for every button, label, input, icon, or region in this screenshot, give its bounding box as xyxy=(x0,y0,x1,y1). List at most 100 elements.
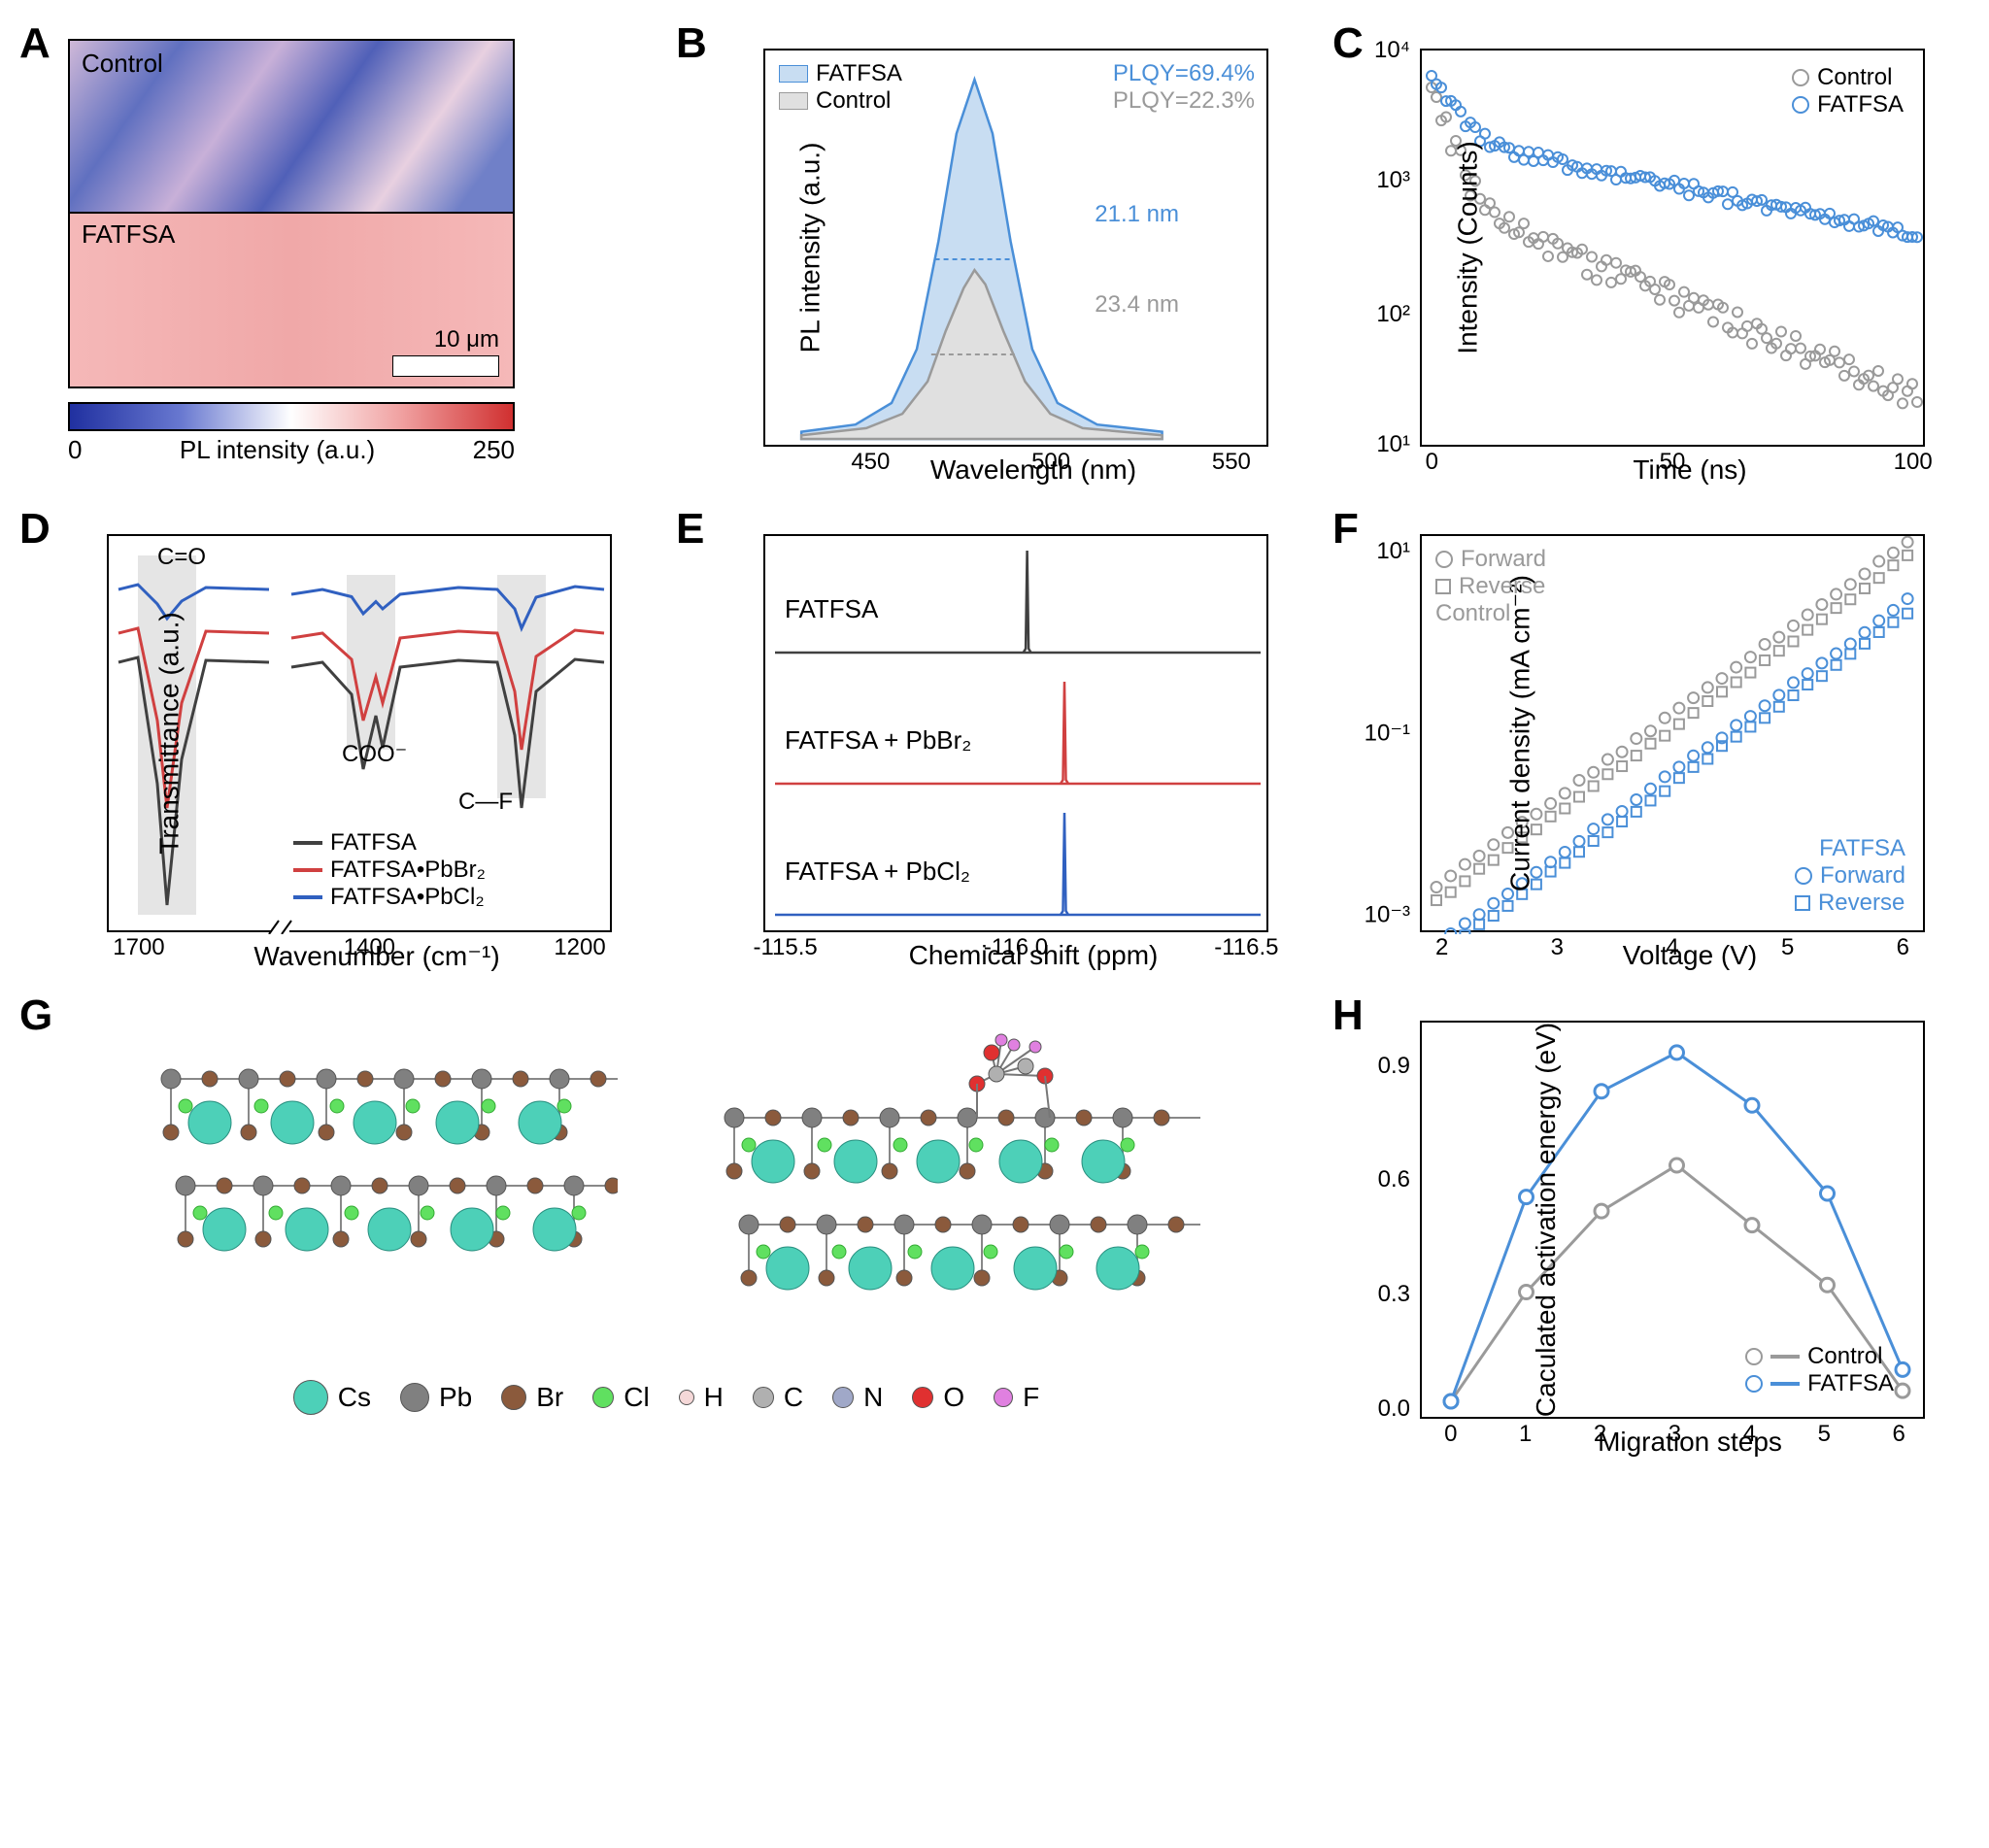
tick-e-3: -116.5 xyxy=(1214,934,1278,961)
trace-e-1: FATFSA xyxy=(785,594,878,624)
fwhm-control: 23.4 nm xyxy=(1095,291,1179,319)
panel-h: H Caculated activation energy (eV) Contr… xyxy=(1342,1001,1960,1458)
atom-c: C xyxy=(753,1380,803,1415)
tick-c-50: 50 xyxy=(1660,449,1686,476)
chart-c: Intensity (Counts) Control FATFSA 10¹ 10… xyxy=(1420,49,1925,447)
marker-h-f xyxy=(1745,1375,1763,1393)
tick-h-x4: 4 xyxy=(1743,1421,1756,1448)
scalebar-text: 10 μm xyxy=(392,326,499,353)
pl-intensity-map: Control FATFSA 10 μm xyxy=(68,39,515,388)
legend-b-control: Control xyxy=(816,87,891,115)
chart-f: Current density (mA cm⁻²) Forward Revers… xyxy=(1420,534,1925,932)
chart-c-xlabel: Time (ns) xyxy=(1420,454,1960,486)
tick-f-y3: 10¹ xyxy=(1376,538,1410,565)
crystal-structures xyxy=(29,1030,1303,1361)
legend-f-fr: Reverse xyxy=(1818,890,1905,917)
chart-h: Caculated activation energy (eV) Control… xyxy=(1420,1021,1925,1419)
legend-h: Control FATFSA xyxy=(1745,1343,1894,1397)
panel-e-label: E xyxy=(676,505,704,554)
panel-a: A Control FATFSA 10 μm 0 PL intensity (a… xyxy=(29,29,647,486)
atom-cl: Cl xyxy=(592,1380,649,1415)
marker-fatfsa xyxy=(1792,96,1809,114)
legend-d-1: FATFSA xyxy=(330,829,417,857)
tick-b-550: 550 xyxy=(1212,449,1251,476)
atom-n: N xyxy=(832,1380,883,1415)
figure-grid: A Control FATFSA 10 μm 0 PL intensity (a… xyxy=(29,29,1960,1458)
panel-b: B PL intensity (a.u.) FATFSA Control PLQ… xyxy=(686,29,1303,486)
colorbar-gradient xyxy=(68,402,515,431)
tick-h-y6: 0.6 xyxy=(1378,1166,1410,1193)
colorbar-wrap: 0 PL intensity (a.u.) 250 xyxy=(68,402,515,465)
tick-f-4: 4 xyxy=(1666,934,1678,961)
legend-d-2: FATFSA•PbBr₂ xyxy=(330,857,486,884)
legend-c-fatfsa: FATFSA xyxy=(1817,91,1904,118)
marker-control xyxy=(1792,69,1809,86)
chart-d-ylabel: Transmittance (a.u.) xyxy=(154,612,185,854)
swatch-fatfsa xyxy=(779,65,808,83)
panel-d-label: D xyxy=(19,505,51,554)
panel-f: F Current density (mA cm⁻²) Forward Reve… xyxy=(1342,515,1960,972)
legend-f-control-label: Control xyxy=(1435,600,1546,627)
panel-a-label: A xyxy=(19,19,51,68)
tick-f-6: 6 xyxy=(1897,934,1909,961)
panel-h-label: H xyxy=(1332,991,1364,1040)
tick-c-y3: 10³ xyxy=(1376,167,1410,194)
atom-cs: Cs xyxy=(293,1380,371,1415)
plqy-control: PLQY=22.3% xyxy=(1113,87,1255,115)
chart-b: PL intensity (a.u.) FATFSA Control PLQY=… xyxy=(763,49,1268,447)
panel-c-label: C xyxy=(1332,19,1364,68)
chart-h-ylabel: Caculated activation energy (eV) xyxy=(1531,1023,1562,1417)
tick-f-5: 5 xyxy=(1781,934,1794,961)
marker-f-cf xyxy=(1435,551,1453,568)
legend-b: FATFSA Control xyxy=(779,60,902,115)
marker-f-fr xyxy=(1795,895,1810,911)
tick-d-1200: 1200 xyxy=(554,934,605,961)
swatch-control xyxy=(779,92,808,110)
tick-e-1: -115.5 xyxy=(753,934,817,961)
map-label-control: Control xyxy=(82,49,163,79)
tick-f-2: 2 xyxy=(1435,934,1448,961)
legend-d: FATFSA FATFSA•PbBr₂ FATFSA•PbCl₂ xyxy=(293,829,486,911)
swatch-d2 xyxy=(293,868,322,872)
panel-b-label: B xyxy=(676,19,707,68)
panel-f-label: F xyxy=(1332,505,1359,554)
tick-h-y0: 0.0 xyxy=(1378,1395,1410,1423)
legend-b-fatfsa: FATFSA xyxy=(816,60,902,87)
panel-c: C Intensity (Counts) Control FATFSA 10¹ … xyxy=(1342,29,1960,486)
structure-right xyxy=(695,1030,1200,1361)
line-h-f xyxy=(1770,1382,1800,1386)
atom-pb: Pb xyxy=(400,1380,472,1415)
atom-o: O xyxy=(912,1380,964,1415)
chart-d: Transmittance (a.u.) C=O COO⁻ C—F FATFSA… xyxy=(107,534,612,932)
atom-br: Br xyxy=(501,1380,563,1415)
map-label-fatfsa: FATFSA xyxy=(82,219,175,250)
fwhm-fatfsa: 21.1 nm xyxy=(1095,201,1179,228)
legend-f-fatfsa-label: FATFSA xyxy=(1795,835,1905,862)
atom-h: H xyxy=(679,1380,724,1415)
panel-g: G CsPbBrClHCNOF xyxy=(29,1001,1303,1458)
tick-d-1400: 1400 xyxy=(344,934,395,961)
legend-c-control: Control xyxy=(1817,64,1892,91)
ann-coo: COO⁻ xyxy=(342,740,407,768)
tick-f-3: 3 xyxy=(1551,934,1564,961)
panel-e: E FATFSA FATFSA + PbBr₂ FATFSA + PbCl₂ -… xyxy=(686,515,1303,972)
trace-e-2: FATFSA + PbBr₂ xyxy=(785,725,971,756)
atom-legend: CsPbBrClHCNOF xyxy=(29,1380,1303,1415)
legend-f-cf: Forward xyxy=(1461,546,1546,573)
tick-b-500: 500 xyxy=(1031,449,1070,476)
tick-c-y1: 10¹ xyxy=(1376,431,1410,458)
tick-h-y3: 0.3 xyxy=(1378,1281,1410,1308)
ann-co: C=O xyxy=(157,544,206,571)
tick-h-x0: 0 xyxy=(1444,1421,1457,1448)
chart-f-xlabel: Voltage (V) xyxy=(1420,940,1960,971)
chart-e: FATFSA FATFSA + PbBr₂ FATFSA + PbCl₂ -11… xyxy=(763,534,1268,932)
scalebar-box xyxy=(392,355,499,377)
structure-left xyxy=(132,1030,618,1322)
legend-h-control: Control xyxy=(1807,1343,1882,1370)
plqy-fatfsa: PLQY=69.4% xyxy=(1113,60,1255,87)
legend-c: Control FATFSA xyxy=(1792,64,1904,118)
legend-h-fatfsa: FATFSA xyxy=(1807,1370,1894,1397)
tick-b-450: 450 xyxy=(851,449,890,476)
marker-h-c xyxy=(1745,1348,1763,1365)
line-h-c xyxy=(1770,1355,1800,1359)
